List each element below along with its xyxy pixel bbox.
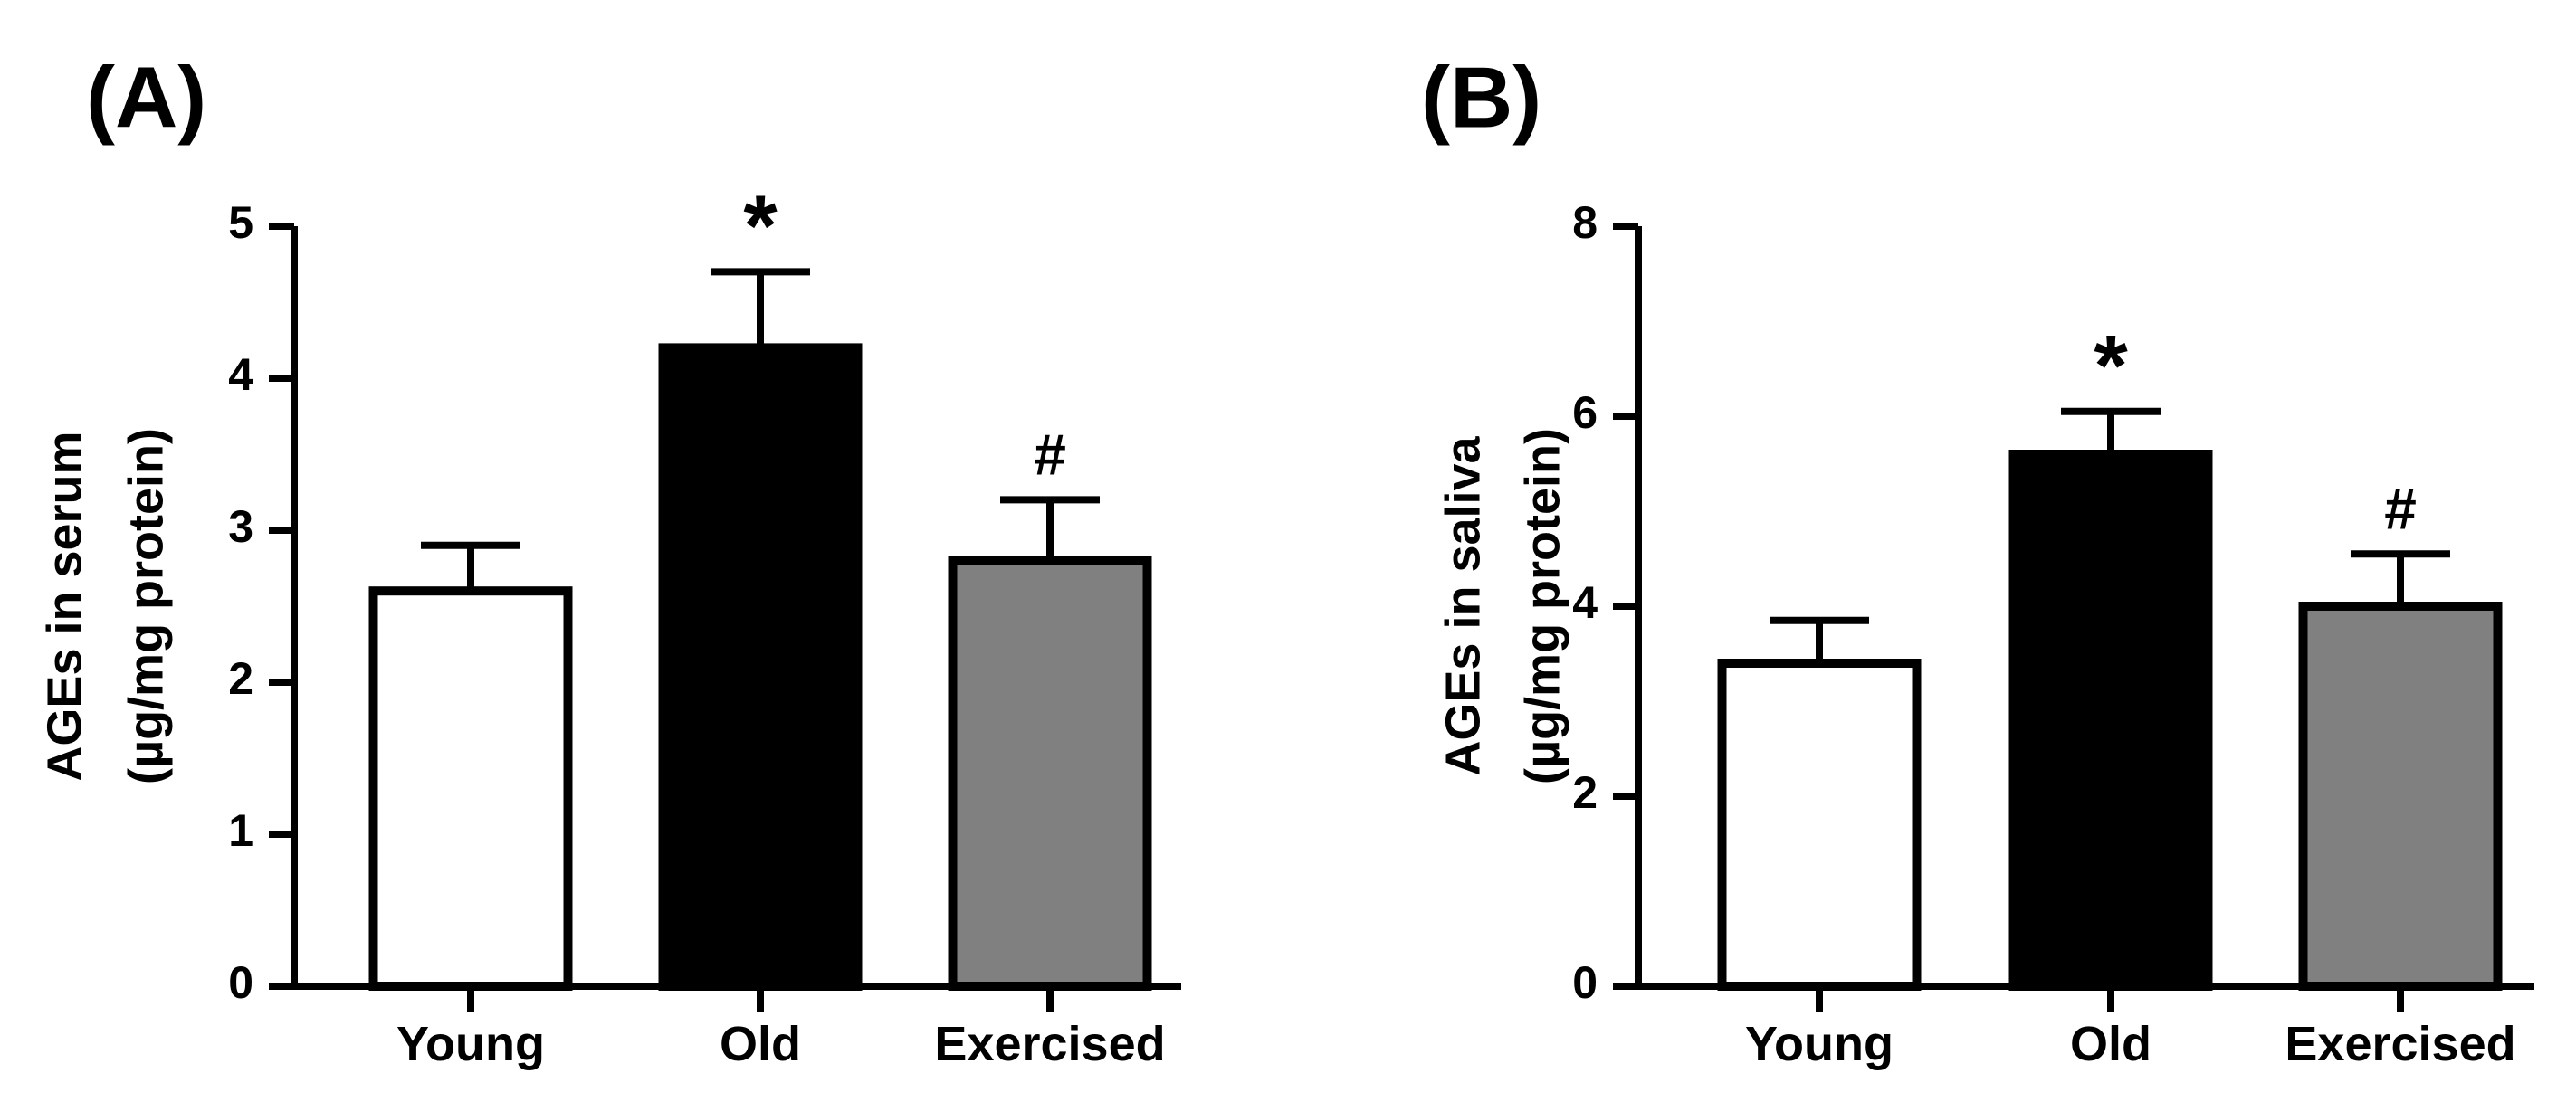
panel-label: (B) bbox=[1421, 49, 1541, 146]
y-tick-label: 3 bbox=[228, 501, 253, 552]
y-tick-label: 2 bbox=[228, 653, 253, 704]
bar-old bbox=[658, 343, 863, 991]
x-tick-label: Exercised bbox=[934, 1017, 1165, 1071]
y-tick-label: 5 bbox=[228, 197, 253, 248]
y-tick-label: 0 bbox=[1572, 957, 1598, 1008]
bar-exercised bbox=[948, 556, 1152, 991]
y-axis-label: AGEs in saliva bbox=[1436, 435, 1490, 775]
y-axis-unit-label: (µg/mg protein) bbox=[1515, 428, 1569, 784]
y-tick-label: 1 bbox=[228, 805, 253, 856]
panel-label: (A) bbox=[86, 49, 206, 146]
x-tick-label: Exercised bbox=[2285, 1017, 2515, 1071]
y-tick-label: 0 bbox=[228, 957, 253, 1008]
x-tick-label: Old bbox=[2070, 1017, 2151, 1071]
panel-a: (A) AGEs in serum (µg/mg protein) Young * Old… bbox=[37, 49, 1181, 1071]
significance-star: * bbox=[743, 177, 778, 274]
y-tick-label: 2 bbox=[1572, 767, 1598, 818]
bar-exercised bbox=[2298, 602, 2503, 991]
x-tick-label: Old bbox=[720, 1017, 801, 1071]
y-tick-label: 4 bbox=[228, 349, 253, 400]
bar-young bbox=[1717, 659, 1922, 991]
bar-young bbox=[368, 586, 573, 991]
y-axis-label: AGEs in serum bbox=[37, 431, 91, 781]
x-tick-label: Young bbox=[396, 1017, 545, 1071]
panel-b: (B) AGEs in saliva (µg/mg protein) Young * Ol… bbox=[1421, 49, 2534, 1071]
y-tick-label: 4 bbox=[1572, 577, 1598, 628]
x-tick-label: Young bbox=[1745, 1017, 1894, 1071]
significance-star: * bbox=[2094, 318, 2128, 414]
y-tick-label: 8 bbox=[1572, 197, 1598, 248]
y-axis-unit-label: (µg/mg protein) bbox=[119, 428, 173, 784]
bar-old bbox=[2008, 450, 2213, 991]
significance-hash: # bbox=[2384, 476, 2417, 541]
significance-hash: # bbox=[1034, 422, 1066, 487]
y-tick-label: 6 bbox=[1572, 387, 1598, 438]
